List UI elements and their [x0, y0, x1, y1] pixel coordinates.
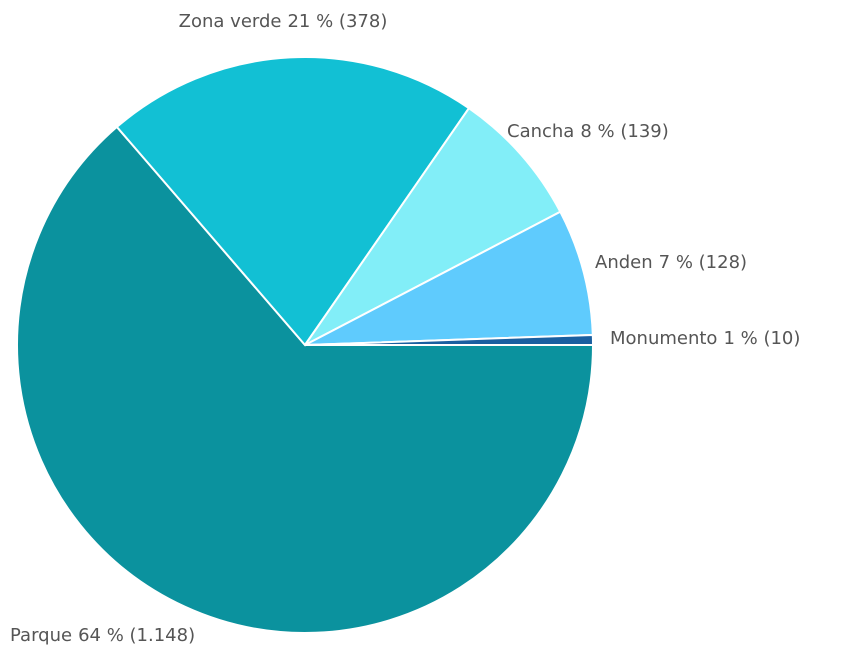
- slice-label: Cancha 8 % (139): [507, 121, 669, 142]
- slice-label: Anden 7 % (128): [595, 252, 747, 273]
- pie-slice: [115, 56, 471, 347]
- slice-category: Parque: [10, 625, 72, 646]
- slice-label: Monumento 1 % (10): [610, 328, 800, 349]
- slice-category: Zona verde: [179, 11, 282, 32]
- slice-value-label: 64 % (1.148): [78, 625, 195, 646]
- slice-label: Parque 64 % (1.148): [10, 625, 195, 646]
- pie-slice: [304, 106, 562, 346]
- slice-category: Anden: [595, 252, 653, 273]
- slice-value-label: 7 % (128): [659, 252, 747, 273]
- slice-value-label: 8 % (139): [580, 121, 668, 142]
- slice-value-label: 1 % (10): [723, 328, 800, 349]
- pie-slice: [16, 125, 595, 634]
- pie-slice: [304, 210, 594, 346]
- slice-category: Monumento: [610, 328, 717, 349]
- slice-label: Zona verde 21 % (378): [179, 11, 388, 32]
- slice-category: Cancha: [507, 121, 574, 142]
- pie-slice: [304, 333, 595, 346]
- slice-value-label: 21 % (378): [287, 11, 387, 32]
